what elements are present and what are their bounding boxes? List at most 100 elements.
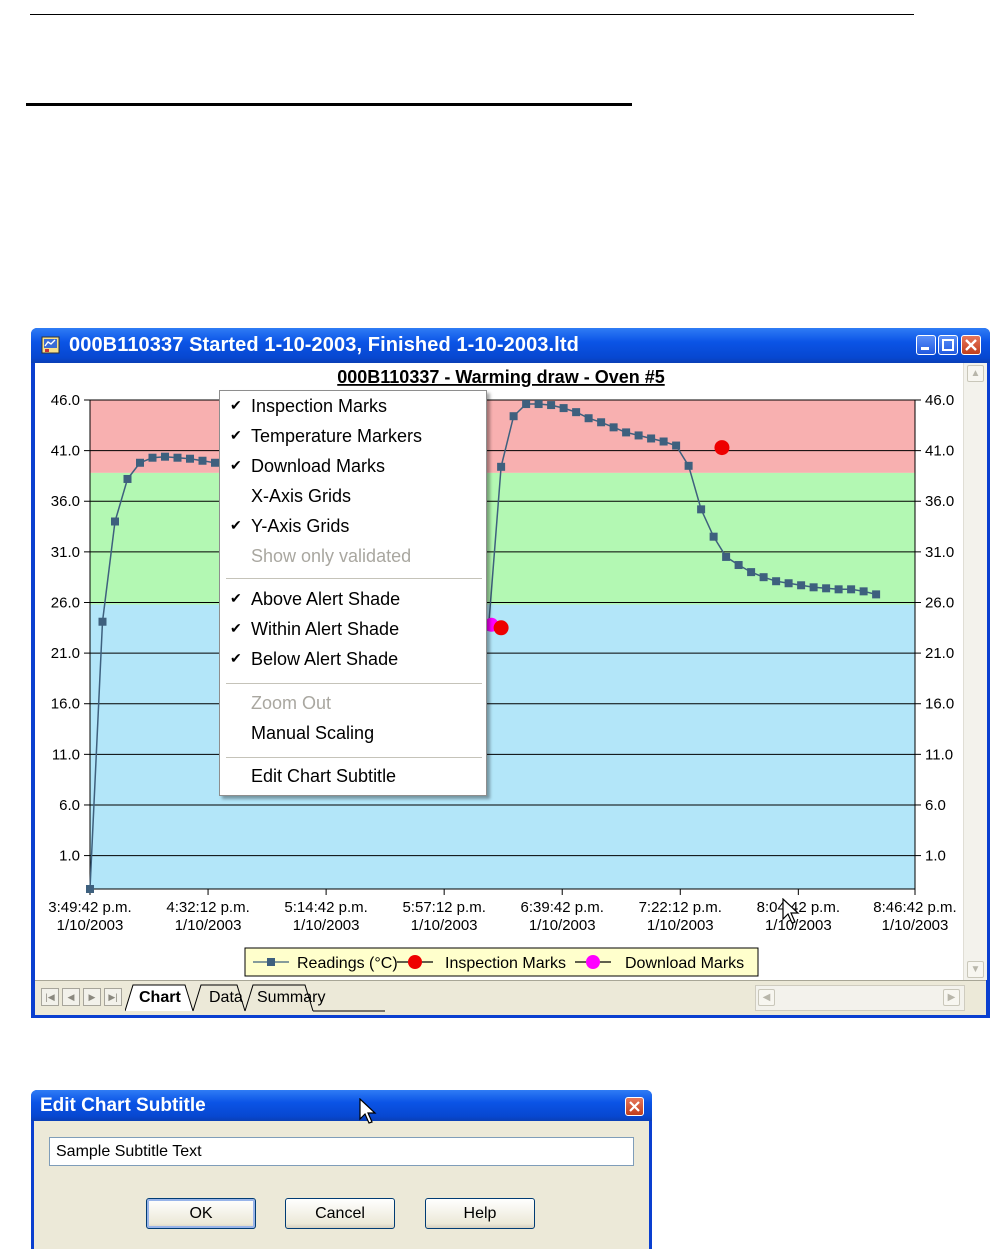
scroll-left-button[interactable]: ◀ [758, 989, 775, 1006]
legend-label: Readings (°C) [297, 955, 398, 972]
y-tick-label-right: 16.0 [925, 696, 954, 713]
menu-item-below-alert-shade[interactable]: ✔ Below Alert Shade [230, 649, 399, 669]
tab-data[interactable]: Data [209, 989, 243, 1006]
legend-label: Inspection Marks [445, 955, 566, 972]
x-tick-date: 1/10/2003 [293, 917, 360, 934]
check-icon: ✔ [230, 457, 242, 473]
reading-point [497, 462, 506, 471]
x-tick-label: 6:39:42 p.m. [521, 899, 604, 916]
scroll-right-button[interactable]: ▶ [943, 989, 960, 1006]
dialog-titlebar[interactable]: Edit Chart Subtitle [31, 1090, 652, 1121]
menu-item-x-axis-grids[interactable]: X-Axis Grids [251, 486, 352, 506]
y-tick-label-right: 6.0 [925, 797, 946, 814]
reading-point [559, 404, 568, 413]
y-tick-label-right: 21.0 [925, 645, 954, 662]
edit-subtitle-dialog: Edit Chart Subtitle OK Cancel Help [31, 1090, 652, 1249]
subtitle-input[interactable] [49, 1137, 634, 1166]
legend-box [244, 947, 759, 977]
menu-item-manual-scaling[interactable]: Manual Scaling [251, 723, 375, 743]
x-tick-date: 1/10/2003 [647, 917, 714, 934]
reading-point [834, 585, 843, 594]
reading-point [211, 458, 219, 467]
chart-title: 000B110337 - Warming draw - Oven #5 [337, 367, 664, 387]
x-tick-label: 3:49:42 p.m. [48, 899, 131, 916]
legend-marker [408, 955, 422, 969]
y-tick-label: 31.0 [51, 544, 80, 561]
reading-point [136, 458, 144, 467]
y-tick-label: 1.0 [59, 848, 80, 865]
reading-point [759, 573, 768, 582]
reading-point [784, 579, 793, 588]
first-tab-button[interactable]: |◀ [41, 988, 59, 1006]
menu-item-inspection-marks[interactable]: ✔ Inspection Marks [230, 396, 388, 416]
reading-point [747, 568, 756, 577]
x-tick-label: 7:22:12 p.m. [639, 899, 722, 916]
reading-point [659, 437, 668, 446]
reading-point [98, 617, 107, 626]
window-titlebar[interactable]: 000B110337 Started 1-10-2003, Finished 1… [31, 328, 990, 363]
last-tab-button[interactable]: ▶| [104, 988, 122, 1006]
menu-item-y-axis-grids[interactable]: ✔ Y-Axis Grids [230, 516, 350, 536]
chart-context-menu: ✔ Inspection Marks ✔ Temperature Markers ✔… [219, 390, 487, 796]
inspection-mark [714, 440, 730, 456]
check-icon: ✔ [230, 517, 242, 533]
window-title: 000B110337 Started 1-10-2003, Finished 1… [69, 334, 579, 356]
heading-rule [26, 103, 632, 106]
y-tick-label: 26.0 [51, 594, 80, 611]
reading-point [186, 454, 194, 463]
reading-point [847, 585, 856, 594]
reading-point [709, 532, 718, 541]
menu-item-temperature-markers[interactable]: ✔ Temperature Markers [230, 426, 423, 446]
x-tick-label: 8:46:42 p.m. [873, 899, 956, 916]
reading-point [572, 408, 581, 417]
tab-summary[interactable]: Summary [257, 989, 326, 1006]
prev-tab-button[interactable]: ◀ [62, 988, 80, 1006]
menu-item-show-only-validated: Show only validated [251, 546, 412, 566]
y-tick-label: 11.0 [52, 746, 80, 763]
ok-button[interactable]: OK [146, 1198, 256, 1229]
menu-item-download-marks[interactable]: ✔ Download Marks [230, 456, 386, 476]
legend-label: Download Marks [625, 955, 744, 972]
check-icon: ✔ [230, 397, 242, 413]
menu-item-within-alert-shade[interactable]: ✔ Within Alert Shade [230, 619, 400, 639]
reading-point [647, 434, 656, 443]
y-tick-label: 46.0 [51, 392, 80, 409]
menu-separator [226, 578, 482, 580]
reading-point [722, 552, 731, 561]
reading-point [584, 414, 593, 423]
x-tick-label: 5:57:12 p.m. [402, 899, 485, 916]
reading-point [684, 461, 693, 470]
reading-point [634, 431, 643, 440]
menu-item-edit-chart-subtitle[interactable]: Edit Chart Subtitle [251, 766, 397, 786]
tab-chart[interactable]: Chart [139, 989, 181, 1006]
reading-point [148, 453, 157, 462]
datalogger-app-icon [41, 336, 60, 354]
top-rule [30, 14, 914, 15]
dialog-close-button[interactable] [625, 1097, 644, 1116]
cancel-button[interactable]: Cancel [285, 1198, 395, 1229]
reading-point [86, 885, 94, 893]
menu-item-above-alert-shade[interactable]: ✔ Above Alert Shade [230, 589, 401, 609]
close-button[interactable] [961, 335, 981, 355]
reading-point [822, 584, 831, 593]
readings-line [89, 403, 877, 890]
chart-legend: Readings (°C) Inspection Marks Download Ma… [244, 947, 759, 977]
sheet-tabs-outline [125, 984, 385, 1012]
help-button[interactable]: Help [425, 1198, 535, 1229]
minimize-icon [921, 347, 929, 350]
minimize-button[interactable] [916, 335, 936, 355]
next-tab-button[interactable]: ▶ [83, 988, 101, 1006]
horizontal-scrollbar[interactable]: ◀ ▶ [755, 985, 965, 1011]
menu-separator [226, 757, 482, 759]
vertical-scrollbar[interactable]: ▲ ▼ [963, 363, 987, 980]
scroll-up-button[interactable]: ▲ [967, 365, 984, 382]
maximize-button[interactable] [938, 335, 958, 355]
reading-point [772, 577, 781, 586]
reading-point [161, 452, 169, 461]
scroll-down-button[interactable]: ▼ [967, 961, 984, 978]
reading-point [859, 587, 868, 596]
y-tick-label-right: 36.0 [925, 493, 954, 510]
legend-marker [586, 955, 600, 969]
x-tick-date: 1/10/2003 [175, 917, 242, 934]
y-tick-label: 16.0 [51, 696, 80, 713]
